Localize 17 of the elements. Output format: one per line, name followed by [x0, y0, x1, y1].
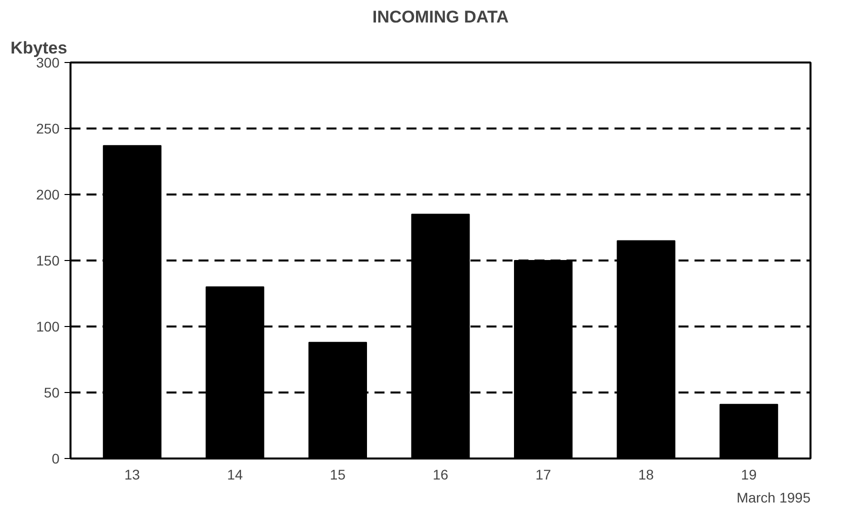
- text: March 1995: [736, 490, 811, 506]
- y-tick-label: 150: [36, 252, 60, 268]
- x-tick-label: 17: [535, 466, 552, 482]
- x-tick-label: 16: [432, 466, 448, 482]
- x-tick-label: 18: [638, 466, 654, 482]
- y-tick-label: 100: [36, 318, 60, 334]
- x-tick-label: 19: [741, 466, 757, 482]
- chart-title: INCOMING DATA: [372, 8, 509, 26]
- x-tick-label: 14: [227, 466, 243, 482]
- y-tick-label: 200: [36, 186, 60, 202]
- x-tick-label: 13: [124, 466, 140, 482]
- bar: [720, 404, 778, 458]
- y-axis-title: Kbytes: [10, 38, 68, 58]
- y-tick-label: 250: [36, 120, 60, 136]
- x-tick-label: 15: [330, 466, 346, 482]
- y-tick-label: 0: [52, 450, 60, 466]
- y-tick-label: 50: [44, 384, 60, 400]
